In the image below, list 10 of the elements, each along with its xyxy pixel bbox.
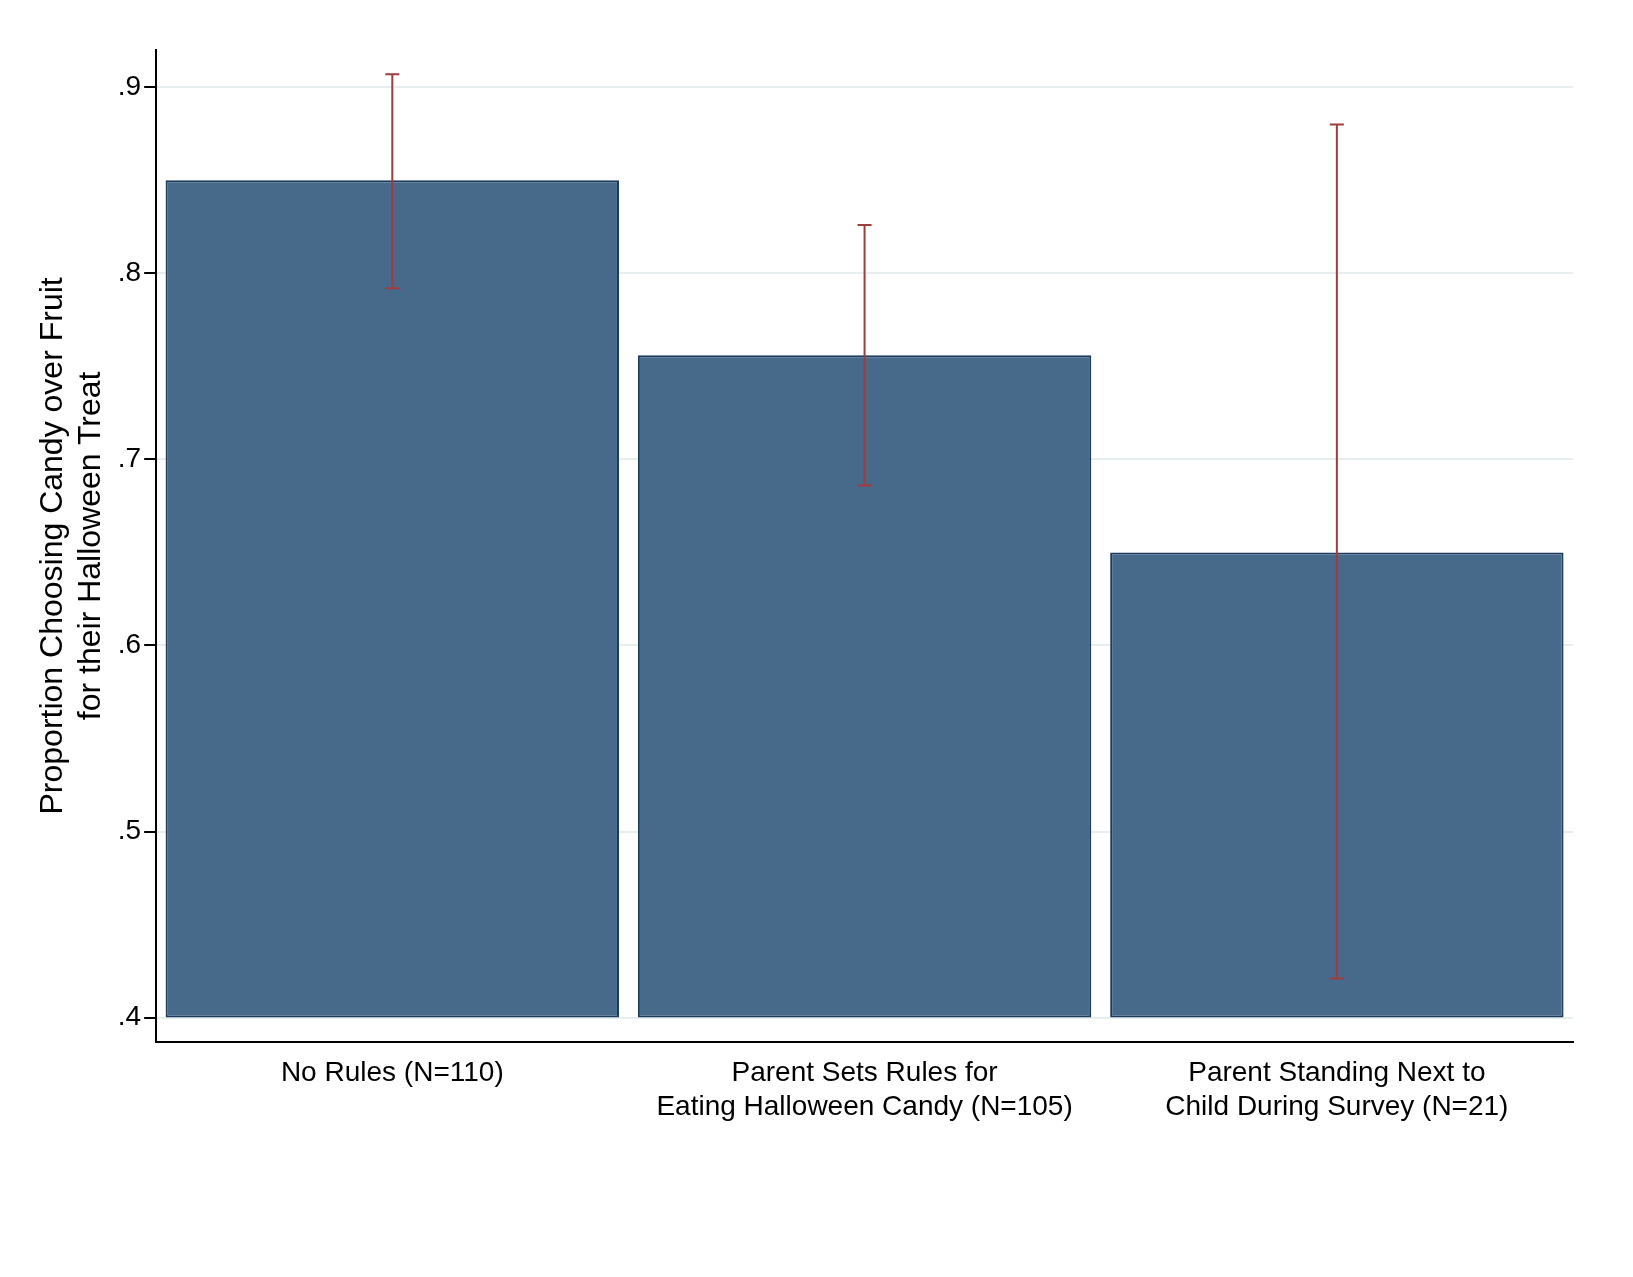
x-tick-label: Parent Sets Rules for Eating Halloween Candy (N=105)	[656, 1056, 1073, 1121]
y-tick-label: .5	[117, 814, 142, 846]
y-tick-label: .6	[117, 628, 142, 660]
x-tick-label: No Rules (N=110)	[280, 1056, 504, 1088]
y-tick-label: .4	[117, 1000, 142, 1032]
y-tick-label: .9	[117, 69, 142, 101]
y-axis-title: Proportion Choosing Candy over Fruit for their Halloween Treat	[33, 277, 108, 815]
x-tick-label: Parent Standing Next to Child During Survey (N=21)	[1165, 1056, 1509, 1121]
y-tick-label: .7	[117, 442, 142, 474]
y-tick-label: .8	[117, 256, 142, 288]
